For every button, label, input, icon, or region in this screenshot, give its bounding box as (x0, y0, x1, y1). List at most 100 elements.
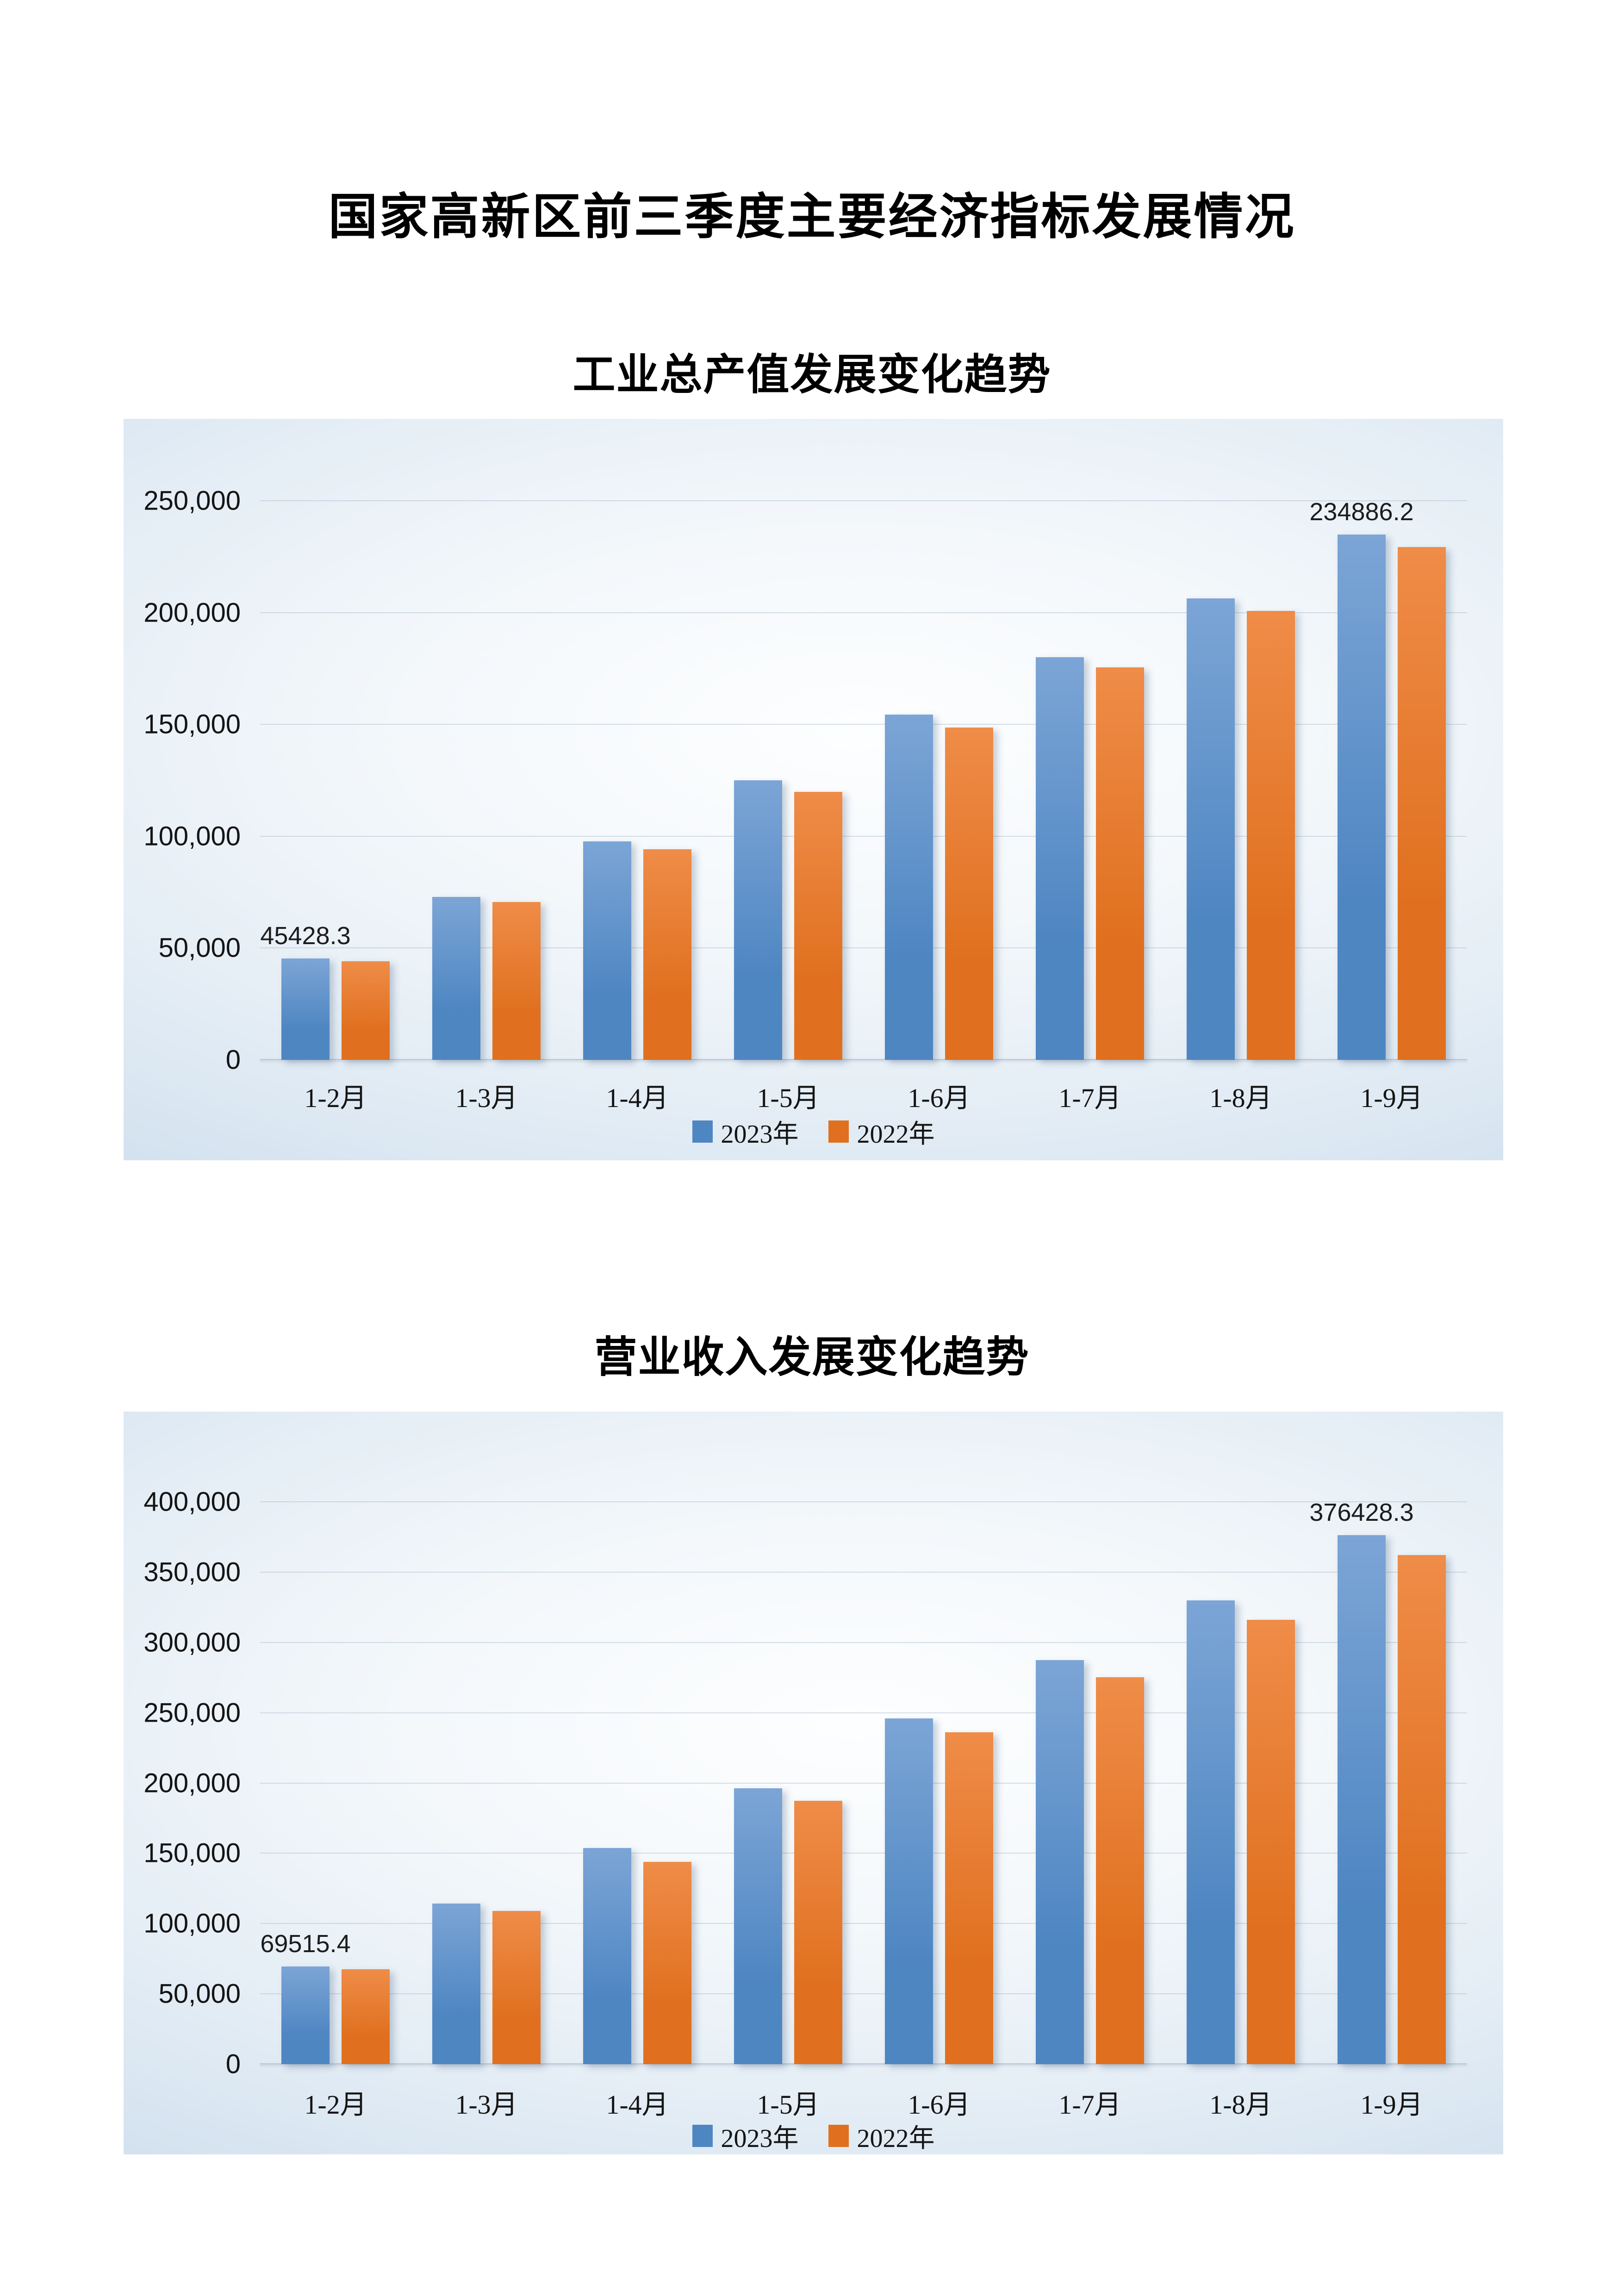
x-axis-label: 1-4月 (606, 2090, 669, 2120)
plot-area: 0 50,000 100,000 150,000 200,000 250,000 300,0… (143, 1487, 1467, 2079)
y-axis-tick-label: 150,000 (143, 1838, 241, 1868)
y-axis-tick-label: 100,000 (143, 1908, 241, 1939)
bar-2023-g3 (583, 841, 631, 1060)
y-gridline (260, 1501, 1467, 1502)
data-label: 69515.4 (260, 1929, 351, 1958)
x-axis-label: 1-4月 (606, 1083, 669, 1113)
bar-2022-g5 (945, 1732, 993, 2064)
y-axis-tick-label: 300,000 (143, 1627, 241, 1658)
x-axis-labels: 1-2月 1-3月 1-4月 1-5月 1-6月 1-7月 1-8月 1-9月 (260, 2083, 1467, 2124)
x-axis-label: 1-5月 (757, 2090, 820, 2120)
bar-2022-g4 (794, 1801, 842, 2064)
chart-title-industrial-output: 工业总产值发展变化趋势 (572, 351, 1052, 398)
y-gridline (260, 724, 1467, 725)
y-axis-tick-label: 200,000 (143, 1768, 241, 1798)
y-gridline (260, 1642, 1467, 1643)
legend-label-2023: 2023年 (721, 2124, 799, 2153)
bar-2022-g8 (1398, 547, 1446, 1060)
x-axis-label: 1-8月 (1209, 2090, 1272, 2120)
x-axis-label: 1-7月 (1058, 2090, 1121, 2120)
legend-item-2023: 2023年 (692, 1113, 799, 1151)
bar-2022-g1 (342, 1969, 390, 2064)
bar-groups: 45428.3 234886.2 (260, 498, 1467, 1060)
bar-2023-g2 (432, 1904, 480, 2064)
bar-group: 69515.4 (260, 1502, 411, 2064)
x-axis-labels: 1-2月 1-3月 1-4月 1-5月 1-6月 1-7月 1-8月 1-9月 (260, 1076, 1467, 1118)
y-axis-tick-label: 250,000 (143, 1698, 241, 1728)
bar-2023-g3 (583, 1848, 631, 2064)
y-axis-tick-label: 0 (225, 2049, 241, 2079)
y-axis-tick-label: 400,000 (143, 1487, 241, 1517)
y-gridline (260, 1923, 1467, 1924)
bar-2023-g6 (1036, 657, 1084, 1060)
bar-2023-g7 (1187, 598, 1235, 1060)
y-gridline (260, 835, 1467, 837)
legend-label-2022: 2022年 (857, 1120, 935, 1149)
x-axis-label: 1-9月 (1360, 1083, 1423, 1113)
bar-2022-g6 (1096, 667, 1144, 1060)
bar-2022-g1 (342, 961, 390, 1060)
y-gridline (260, 1712, 1467, 1713)
y-gridline (260, 500, 1467, 501)
bar-group (562, 1502, 713, 2064)
bar-2023-g6 (1036, 1660, 1084, 2064)
bar-2023-g5 (885, 1718, 933, 2064)
bar-groups: 69515.4 376428.3 (260, 1499, 1467, 2064)
chart-legend: 2023年 2022年 (124, 2117, 1503, 2154)
plot-area: 0 50,000 100,000 150,000 200,000 250,000 45428… (143, 486, 1467, 1075)
y-gridline (260, 1571, 1467, 1573)
bar-2022-g7 (1247, 1619, 1295, 2064)
chart-panel-revenue: 0 50,000 100,000 150,000 200,000 250,000 300,0… (124, 1412, 1503, 2154)
y-gridline (260, 1993, 1467, 1995)
y-axis-tick-label: 100,000 (143, 821, 241, 852)
bar-group: 45428.3 (260, 501, 411, 1060)
y-gridline (260, 612, 1467, 613)
bar-group (864, 501, 1014, 1060)
bar-2023-g8: 376428.3 (1309, 1499, 1414, 2064)
legend-item-2022: 2022年 (828, 2117, 935, 2155)
y-axis-tick-label: 50,000 (158, 933, 241, 963)
bar-group (713, 501, 864, 1060)
x-axis-line (260, 1059, 1467, 1060)
chart-panel-industrial-output: 0 50,000 100,000 150,000 200,000 250,000 45428… (124, 419, 1503, 1160)
x-axis-label: 1-7月 (1058, 1083, 1121, 1113)
bar-2022-g2 (492, 902, 541, 1060)
legend-swatch-2022 (828, 1120, 849, 1143)
bar-group (1165, 501, 1316, 1060)
legend-item-2023: 2023年 (692, 2117, 799, 2155)
bar-2022-g2 (492, 1910, 541, 2064)
bar-2022-g3 (643, 1861, 691, 2064)
bar-2023-g4 (734, 780, 782, 1060)
bar-group (713, 1502, 864, 2064)
x-axis-label: 1-5月 (757, 1083, 820, 1113)
legend-swatch-2023 (692, 1120, 713, 1143)
x-axis-label: 1-2月 (304, 1083, 367, 1113)
bar-group (562, 501, 713, 1060)
bar-group (1165, 1502, 1316, 2064)
bar-group (411, 1502, 562, 2064)
x-axis-label: 1-8月 (1209, 1083, 1272, 1113)
bar-2022-g4 (794, 792, 842, 1060)
bar-group: 234886.2 (1309, 498, 1467, 1060)
y-axis-tick-label: 350,000 (143, 1557, 241, 1587)
legend-item-2022: 2022年 (828, 1113, 935, 1151)
data-label: 234886.2 (1309, 498, 1414, 526)
y-axis-tick-label: 150,000 (143, 709, 241, 740)
bar-2022-g5 (945, 727, 993, 1060)
y-gridline (260, 1782, 1467, 1784)
x-axis-label: 1-3月 (455, 1083, 518, 1113)
data-label: 45428.3 (260, 921, 351, 950)
bar-2023-g1: 69515.4 (260, 1930, 351, 2064)
y-axis-tick-label: 0 (225, 1045, 241, 1075)
legend-label-2022: 2022年 (857, 2124, 935, 2153)
x-axis-label: 1-2月 (304, 2090, 367, 2120)
bar-2023-g5 (885, 715, 933, 1060)
bar-2022-g3 (643, 849, 691, 1060)
bar-2022-g8 (1398, 1555, 1446, 2064)
bar-group (411, 501, 562, 1060)
x-axis-label: 1-6月 (908, 2090, 971, 2120)
legend-swatch-2022 (828, 2125, 849, 2147)
legend-swatch-2023 (692, 2125, 713, 2147)
y-gridline (260, 947, 1467, 949)
